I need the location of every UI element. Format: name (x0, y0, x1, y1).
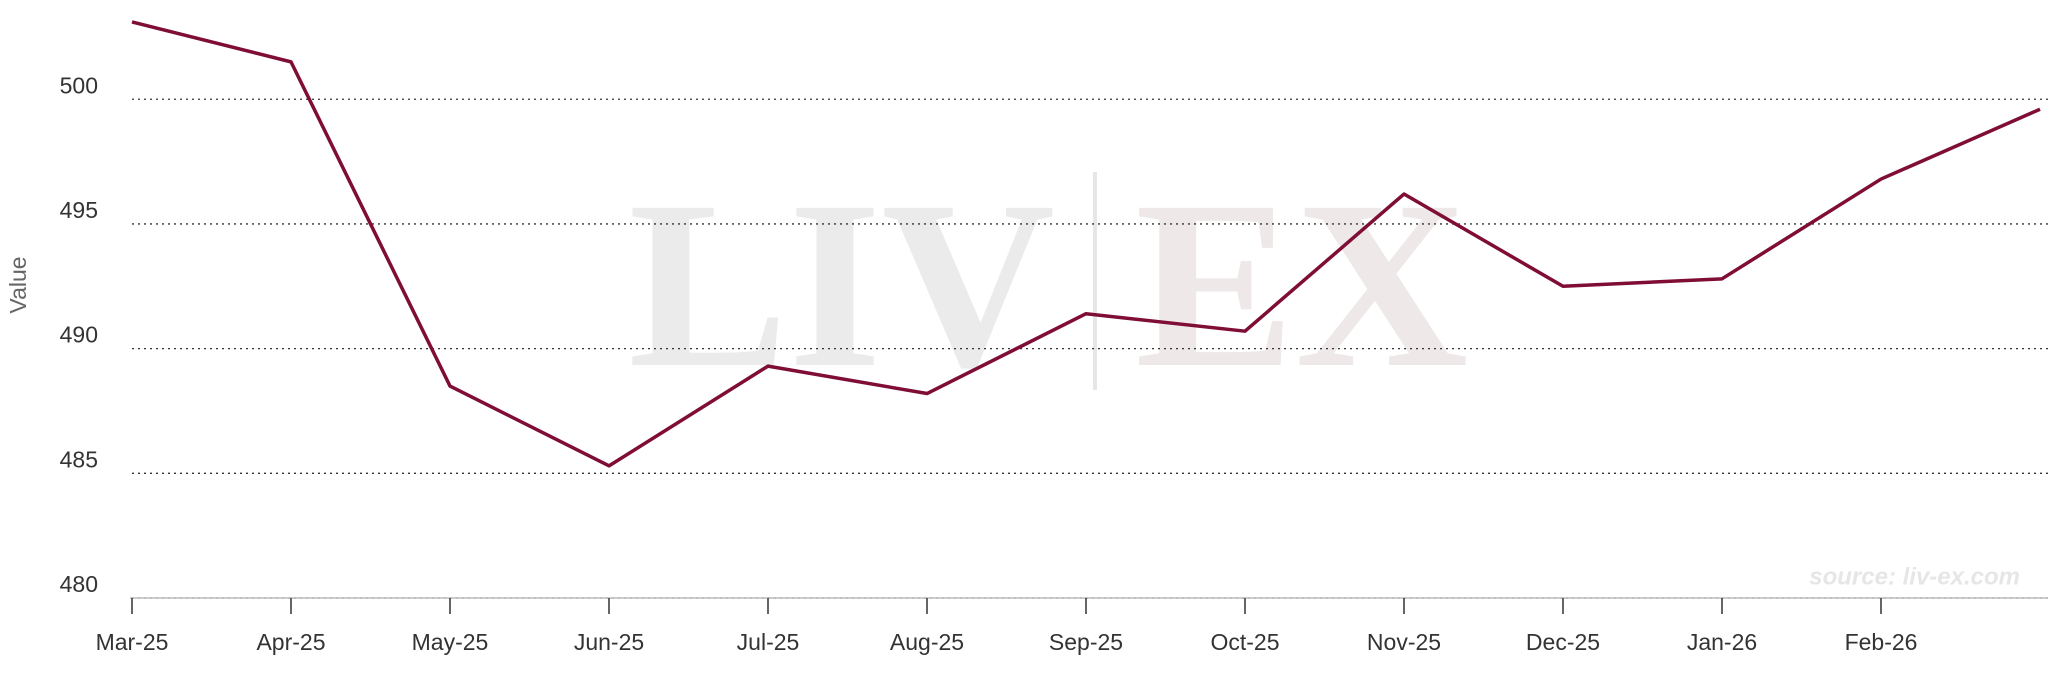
x-tick-label: Sep-25 (1049, 629, 1123, 655)
x-tick-label: Jan-26 (1687, 629, 1757, 655)
x-tick-label: Oct-25 (1210, 629, 1279, 655)
x-tick-label: Feb-26 (1845, 629, 1918, 655)
x-tick-label: Dec-25 (1526, 629, 1600, 655)
x-tick-label: Jul-25 (737, 629, 800, 655)
watermark: LIV (628, 151, 1055, 417)
y-tick-label: 480 (60, 571, 98, 597)
y-tick-label: 495 (60, 197, 98, 223)
y-tick-label: 485 (60, 446, 98, 472)
source-note: source: liv-ex.com (1809, 563, 2020, 590)
y-tick-label: 490 (60, 322, 98, 348)
x-tick-label: Nov-25 (1367, 629, 1441, 655)
data-line (131, 20, 2041, 468)
x-tick-label: Mar-25 (96, 629, 169, 655)
x-tick-label: May-25 (412, 629, 489, 655)
y-tick-label: 500 (60, 72, 98, 98)
x-tick-label: Apr-25 (256, 629, 325, 655)
x-tick-label: Aug-25 (890, 629, 964, 655)
x-tick-label: Jun-25 (574, 629, 644, 655)
y-axis-label: Value (5, 256, 31, 313)
